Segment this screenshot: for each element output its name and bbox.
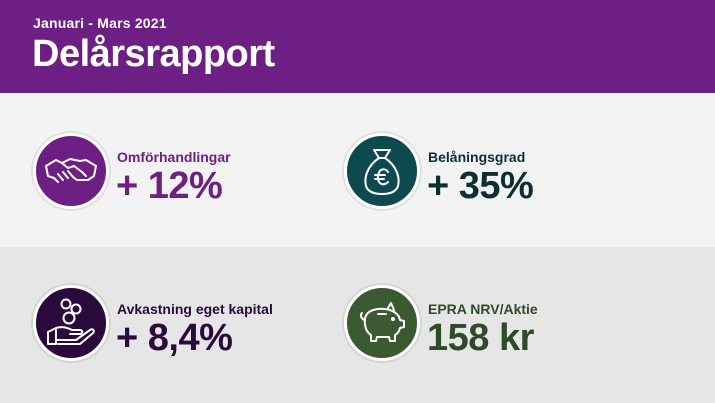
kpi-icon-circle	[344, 133, 420, 209]
kpi-label: EPRA NRV/Aktie	[428, 301, 538, 317]
header-banner: Januari - Mars 2021 Delårsrapport	[0, 0, 715, 93]
euro-money-bag-icon	[364, 149, 400, 195]
page-title: Delårsrapport	[32, 33, 275, 75]
handshake-icon	[45, 158, 97, 183]
kpi-icon-circle	[33, 133, 109, 209]
kpi-label: Omförhandlingar	[117, 149, 231, 165]
piggy-bank-icon	[360, 302, 405, 342]
kpi-label: Belåningsgrad	[428, 149, 526, 165]
kpi-value: + 12%	[116, 165, 223, 207]
kpi-value: + 8,4%	[116, 317, 233, 359]
kpi-icon-circle	[344, 285, 420, 361]
kpi-value: + 35%	[427, 165, 534, 207]
kpi-value: 158 kr	[427, 317, 534, 359]
kpi-label: Avkastning eget kapital	[117, 301, 273, 317]
kpi-icon-circle	[33, 285, 109, 361]
coins-in-hand-icon	[47, 298, 95, 345]
report-period: Januari - Mars 2021	[33, 15, 167, 31]
